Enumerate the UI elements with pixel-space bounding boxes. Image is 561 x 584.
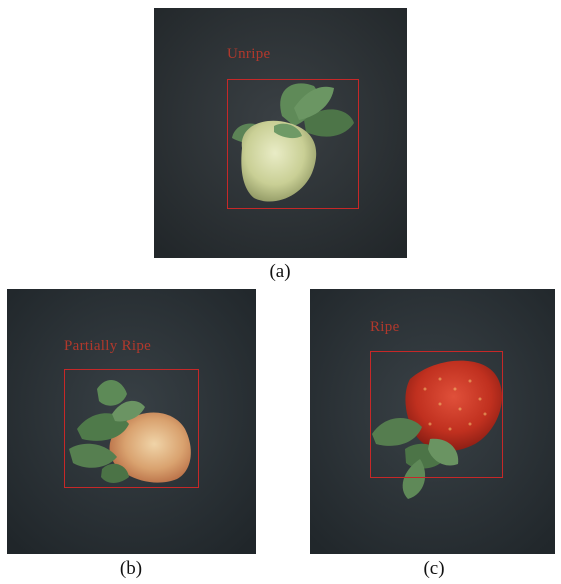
caption-a: (a): [269, 261, 291, 282]
caption-c: (c): [423, 558, 445, 579]
unripe-strawberry-photo: [154, 8, 407, 258]
caption-b: (b): [119, 558, 143, 579]
partially-ripe-strawberry-photo: [7, 289, 256, 554]
ripe-strawberry-photo: [310, 289, 555, 554]
photo-panel-unripe: Unripe: [154, 8, 407, 258]
bounding-box-unripe: [227, 79, 359, 209]
detection-label-unripe: Unripe: [227, 46, 271, 62]
detection-label-partially-ripe: Partially Ripe: [64, 338, 152, 354]
photo-panel-partially-ripe: Partially Ripe: [7, 289, 256, 554]
detection-label-ripe: Ripe: [370, 319, 400, 335]
bounding-box-partially-ripe: [64, 369, 199, 488]
photo-panel-ripe: Ripe: [310, 289, 555, 554]
bounding-box-ripe: [370, 351, 503, 478]
